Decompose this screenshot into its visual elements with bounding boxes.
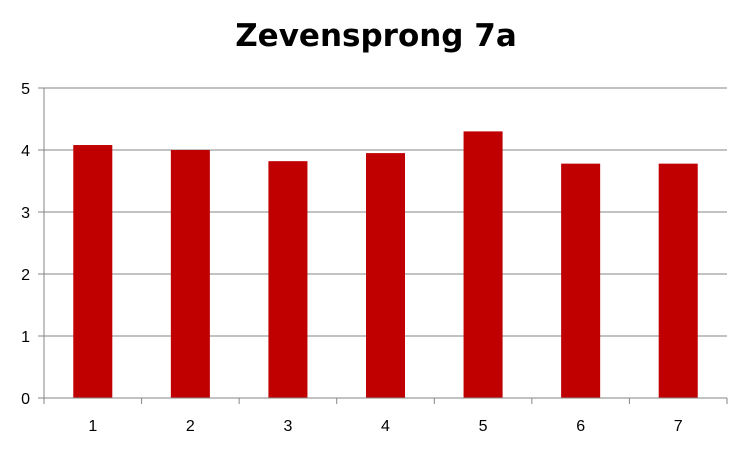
bar-3 bbox=[268, 161, 308, 398]
y-tick-label: 0 bbox=[21, 391, 30, 408]
bar-1 bbox=[73, 145, 113, 398]
bar-5 bbox=[463, 131, 503, 398]
bars bbox=[73, 131, 698, 398]
x-tick-label: 4 bbox=[381, 418, 390, 435]
bar-6 bbox=[561, 163, 601, 398]
axes bbox=[38, 87, 728, 404]
x-tick-label: 2 bbox=[186, 418, 195, 435]
x-tick-label: 7 bbox=[674, 418, 683, 435]
y-tick-label: 3 bbox=[21, 205, 30, 222]
y-tick-label: 5 bbox=[21, 81, 30, 98]
y-tick-label: 4 bbox=[21, 143, 30, 160]
tick-labels: 0 1 2 3 4 5 1 2 3 4 5 6 7 bbox=[21, 81, 683, 435]
bar-2 bbox=[170, 150, 210, 398]
y-tick-label: 2 bbox=[21, 267, 30, 284]
y-tick-label: 1 bbox=[21, 329, 30, 346]
chart-title: Zevensprong 7a bbox=[235, 18, 517, 54]
bar-7 bbox=[658, 163, 698, 398]
bar-4 bbox=[365, 153, 406, 398]
x-tick-label: 6 bbox=[576, 418, 585, 435]
x-tick-label: 5 bbox=[479, 418, 488, 435]
x-tick-label: 3 bbox=[283, 418, 292, 435]
x-tick-label: 1 bbox=[88, 418, 97, 435]
